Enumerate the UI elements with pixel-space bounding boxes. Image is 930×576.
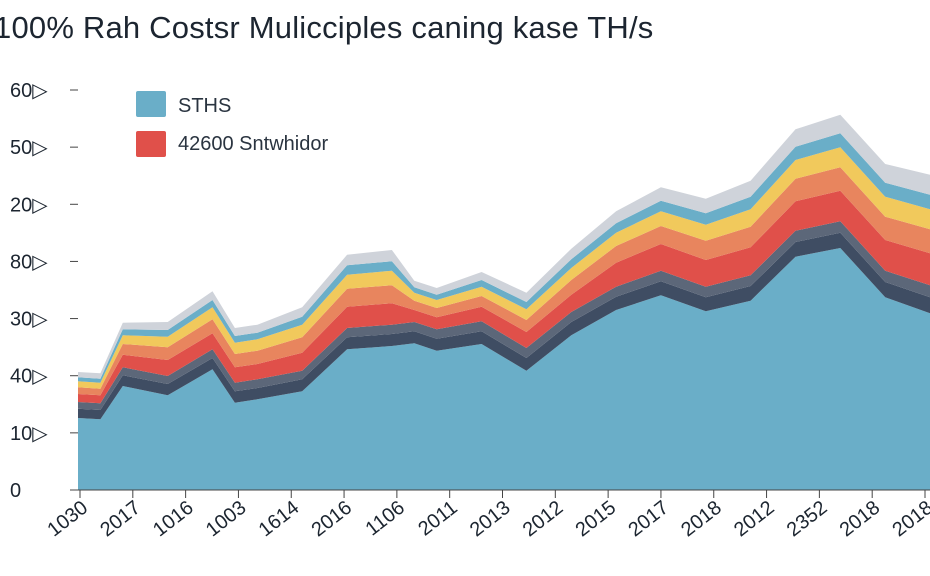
x-tick-label: 2018 [677, 497, 726, 542]
legend-label-sntwhidor: 42600 Sntwhidor [178, 133, 328, 155]
x-tick-label: 2012 [519, 497, 568, 542]
area-series-4 [78, 190, 930, 404]
y-tick-label: 60▷ [10, 80, 48, 102]
x-tick-label: 2017 [96, 497, 145, 542]
x-tick-label: 1106 [362, 497, 409, 541]
y-tick-label: 20▷ [10, 194, 48, 216]
area-series-2 [78, 232, 930, 420]
x-axis-ticks: 1030 2017 1016 1003 1614 2016 1106 2011 2013 2012… [43, 490, 930, 541]
y-tick-label: 50▷ [10, 137, 48, 159]
y-tick-label: 0 [10, 480, 21, 502]
x-tick-label: 2012 [730, 497, 779, 542]
chart-title: 100% Rah Costsr Mulicciples caning kase … [0, 10, 654, 45]
chart-legend: STHS 42600 Sntwhidor [136, 91, 328, 157]
x-tick-label: 2013 [466, 497, 515, 542]
x-tick-label: 1030 [43, 497, 92, 542]
y-axis-ticks: 0 10▷ 40▷ 30▷ 80▷ 20▷ 50▷ 60▷ [10, 80, 78, 502]
legend-swatch-sntwhidor [136, 131, 166, 157]
x-tick-label: 1003 [202, 497, 251, 542]
x-tick-label: 2017 [624, 497, 673, 542]
x-tick-label: 2018 [836, 497, 885, 542]
area-series-6 [78, 147, 930, 389]
legend-swatch-sths [136, 91, 166, 117]
y-tick-label: 10▷ [10, 423, 48, 445]
y-tick-label: 40▷ [10, 366, 48, 388]
x-tick-label: 2016 [308, 497, 357, 542]
legend-label-sths: STHS [178, 95, 231, 117]
area-series-group [78, 114, 930, 490]
x-tick-label: 2015 [572, 497, 621, 542]
x-tick-label: 2011 [414, 497, 461, 541]
y-tick-label: 80▷ [10, 251, 48, 273]
area-series-1 [78, 248, 930, 490]
x-tick-label: 1016 [149, 497, 198, 542]
x-tick-label: 2018 [888, 497, 930, 542]
y-tick-label: 30▷ [10, 309, 48, 331]
x-tick-label: 1614 [255, 497, 304, 542]
area-series-8 [78, 114, 930, 379]
x-tick-label: 2352 [783, 497, 832, 542]
area-series-5 [78, 167, 930, 396]
